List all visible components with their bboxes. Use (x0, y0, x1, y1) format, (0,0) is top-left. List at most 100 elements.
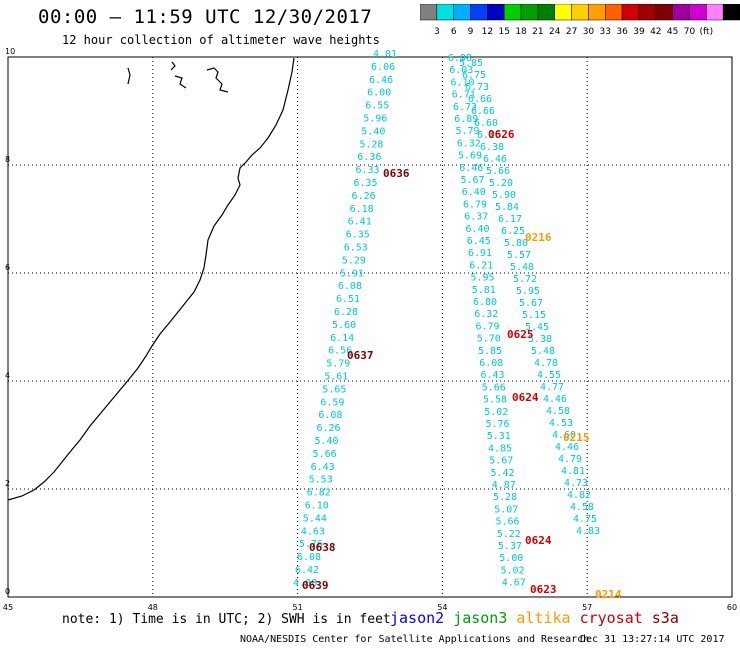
pass-time-label: 0639 (302, 579, 329, 592)
wave-height-value: 4.73 (564, 478, 588, 489)
wave-height-value: 6.21 (469, 260, 493, 271)
wave-height-value: 5.22 (497, 529, 521, 540)
wave-height-value: 6.10 (305, 501, 329, 512)
colorbar-label: 9 (468, 27, 474, 37)
wave-height-value: 6.08 (297, 552, 321, 563)
wave-height-value: 6.40 (462, 187, 486, 198)
pass-time-label: 0636 (383, 167, 410, 180)
wave-height-value: 5.76 (299, 539, 323, 550)
wave-height-value: 5.80 (504, 238, 528, 249)
wave-height-value: 4.87 (492, 480, 516, 491)
wave-height-value: 6.28 (334, 307, 358, 318)
colorbar-label: 70 (684, 27, 696, 37)
wave-height-value: 5.38 (528, 334, 552, 345)
wave-height-value: 6.79 (463, 199, 487, 210)
wave-height-value: 5.90 (492, 190, 516, 201)
wave-height-value: 5.37 (498, 541, 522, 552)
wave-height-value: 5.29 (342, 255, 366, 266)
wave-height-value: 5.48 (531, 346, 555, 357)
y-tick-label: 0 (5, 587, 10, 596)
y-tick-label: 8 (5, 155, 10, 164)
wave-height-value: 4.79 (558, 454, 582, 465)
y-tick-label: 10 (5, 47, 15, 56)
pass-time-label: 0624 (525, 534, 552, 547)
wave-height-value: 5.28 (359, 139, 383, 150)
wave-height-value: 5.60 (332, 320, 356, 331)
wave-height-value: 4.53 (549, 418, 573, 429)
wave-height-value: 6.36 (357, 152, 381, 163)
wave-height-value: 5.65 (322, 384, 346, 395)
wave-height-value: 6.53 (344, 243, 368, 254)
wave-height-value: 5.40 (361, 126, 385, 137)
wave-height-value: 6.35 (346, 230, 370, 241)
wave-height-value: 5.79 (456, 126, 480, 137)
colorbar-label: 39 (633, 27, 645, 37)
wave-height-value: 5.79 (326, 359, 350, 370)
wave-height-value: 6.56 (328, 346, 352, 357)
wave-height-value: 6.32 (474, 309, 498, 320)
wave-height-value: 4.55 (537, 370, 561, 381)
axis-ticks: 45 48 51 54 57 60 0 2 4 6 8 10 (3, 47, 737, 612)
wave-height-value: 5.42 (491, 468, 515, 479)
wave-height-value: 6.03 (449, 65, 473, 76)
colorbar-label: 3 (434, 27, 440, 37)
wave-height-value: 5.15 (522, 310, 546, 321)
wave-height-value: 6.08 (318, 410, 342, 421)
colorbar-swatch (722, 4, 740, 21)
pass-time-label: 0623 (530, 583, 557, 596)
pass-time-label: 0626 (488, 128, 515, 141)
wave-height-value: 5.66 (482, 382, 506, 393)
wave-height-value: 6.08 (479, 358, 503, 369)
legend-item-s3a: s3a (651, 609, 679, 627)
colorbar-label: 30 (583, 27, 595, 37)
wave-height-value: 6.71 (452, 90, 476, 101)
wave-height-value: 4.78 (534, 358, 558, 369)
wave-height-value: 5.66 (486, 166, 510, 177)
wave-height-value: 5.44 (303, 513, 327, 524)
legend-item-jason2: jason2 (390, 609, 445, 627)
coastline (7, 57, 295, 501)
wave-height-value: 6.51 (336, 294, 360, 305)
colorbar-label: (ft) (700, 27, 714, 37)
wave-height-value: 5.07 (494, 504, 518, 515)
wave-height-value: 6.80 (473, 297, 497, 308)
wave-height-value: 6.00 (367, 88, 391, 99)
wave-height-value: 5.67 (489, 456, 513, 467)
wave-height-value: 6.98 (448, 53, 472, 64)
wave-height-value: 6.25 (501, 226, 525, 237)
wave-height-value: 4.46 (555, 442, 579, 453)
wave-height-value: 4.01 (373, 49, 397, 60)
wave-height-value: 6.10 (451, 77, 475, 88)
pass-time-label: 0215 (563, 431, 590, 444)
wave-height-value: 4.67 (502, 578, 526, 589)
wave-height-value: 5.67 (519, 298, 543, 309)
colorbar-label: 24 (549, 27, 561, 37)
wave-height-value: 5.40 (315, 436, 339, 447)
map-frame (7, 56, 733, 598)
wave-height-value: 5.58 (483, 395, 507, 406)
wave-height-value: 5.69 (458, 151, 482, 162)
x-tick-label: 51 (293, 603, 303, 612)
wave-height-value: 6.46 (459, 163, 483, 174)
wave-height-value: 6.59 (320, 397, 344, 408)
x-tick-label: 60 (727, 603, 737, 612)
pass-time-label: 0638 (309, 541, 336, 554)
footer-note: note: 1) Time is in UTC; 2) SWH is in fe… (62, 612, 391, 627)
pass-time-labels: 0636 0637 0638 0639 0626 0625 0624 0624 0623 0216… (302, 128, 622, 601)
wave-height-value: 6.14 (330, 333, 354, 344)
wave-height-value: 5.31 (487, 431, 511, 442)
wave-height-value: 6.73 (465, 82, 489, 93)
wave-height-value: 5.96 (363, 114, 387, 125)
wave-height-value: 5.67 (461, 175, 485, 186)
satellite-legend: jason2 jason3 altika cryosat s3a (390, 609, 688, 627)
wave-height-value: 6.75 (462, 70, 486, 81)
x-tick-label: 57 (582, 603, 592, 612)
colorbar-label: 36 (616, 27, 628, 37)
wave-height-value: 5.84 (495, 202, 519, 213)
wave-height-value: 6.55 (365, 101, 389, 112)
y-tick-label: 2 (5, 479, 10, 488)
colorbar-label: 15 (498, 27, 509, 37)
legend-item-altika: altika (516, 609, 571, 627)
wave-height-value: 5.20 (489, 178, 513, 189)
